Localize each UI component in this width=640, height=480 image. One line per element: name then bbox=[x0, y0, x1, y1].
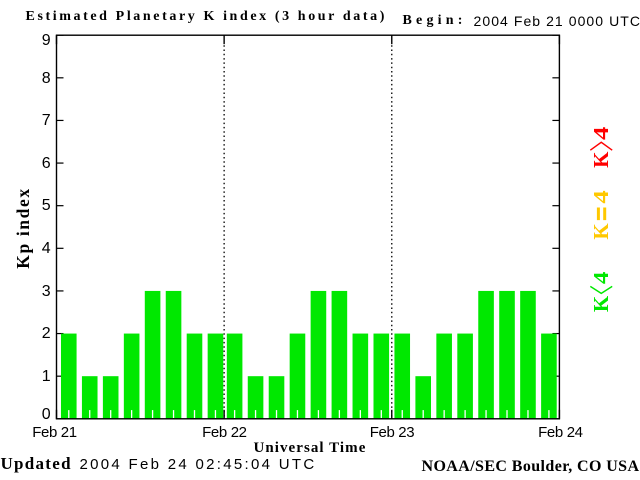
svg-text:4: 4 bbox=[589, 271, 613, 284]
svg-text:4: 4 bbox=[589, 190, 613, 204]
svg-text:K: K bbox=[589, 295, 613, 312]
svg-text:K: K bbox=[589, 223, 613, 240]
svg-text:K: K bbox=[589, 151, 613, 168]
svg-text:4: 4 bbox=[589, 126, 613, 140]
